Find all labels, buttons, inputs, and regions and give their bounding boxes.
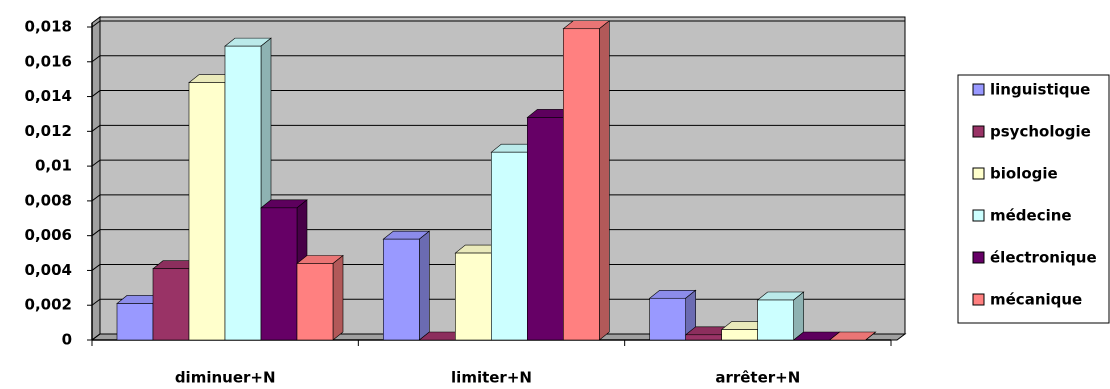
- bar: [563, 28, 600, 341]
- side-wall: [91, 16, 101, 341]
- legend-swatch: [972, 83, 985, 96]
- x-tick-label: limiter+N: [451, 369, 532, 387]
- bar: [757, 299, 794, 341]
- bar-side: [793, 291, 804, 341]
- bar-side: [599, 20, 610, 341]
- y-tick-label: 0,016: [25, 52, 72, 70]
- y-tick-label: 0,018: [25, 18, 72, 36]
- legend-label: mécanique: [990, 291, 1082, 309]
- grid-line: [91, 333, 905, 341]
- y-tick-label: 0,012: [25, 122, 72, 140]
- grid-line: [91, 124, 905, 132]
- y-tick-label: 0,014: [25, 87, 72, 105]
- y-tick-label: 0,008: [25, 191, 72, 209]
- bar-side: [865, 331, 876, 341]
- bar: [527, 117, 564, 341]
- y-tick-label: 0,002: [25, 296, 72, 314]
- legend-box: [957, 74, 1110, 324]
- legend-swatch: [972, 167, 985, 180]
- bar-side: [419, 230, 430, 341]
- legend-label: médecine: [990, 207, 1072, 225]
- x-tick-label: arrêter+N: [715, 369, 800, 387]
- y-tick-label: 0,006: [25, 226, 72, 244]
- bar: [685, 334, 722, 341]
- grid-line: [91, 20, 905, 28]
- bar: [649, 297, 686, 341]
- grid-line: [91, 194, 905, 202]
- y-tick-label: 0,01: [35, 157, 72, 175]
- grid-line: [91, 55, 905, 63]
- y-tick-label: 0: [62, 331, 72, 349]
- grid-line: [91, 229, 905, 237]
- bar: [296, 263, 334, 341]
- bar: [383, 238, 420, 341]
- bar: [260, 207, 298, 341]
- legend-label: biologie: [990, 165, 1058, 183]
- x-tick-label: diminuer+N: [175, 369, 276, 387]
- legend-swatch: [972, 209, 985, 222]
- bar-side: [332, 254, 344, 341]
- legend-label: électronique: [990, 249, 1097, 267]
- bar: [491, 151, 528, 341]
- legend-swatch: [972, 125, 985, 138]
- legend-label: linguistique: [990, 81, 1090, 99]
- bar: [224, 45, 262, 341]
- legend-swatch: [972, 251, 985, 264]
- grid-line: [91, 90, 905, 97]
- legend-label: psychologie: [990, 123, 1091, 141]
- bar: [721, 329, 758, 341]
- grid-line: [91, 263, 905, 271]
- legend-swatch: [972, 293, 985, 306]
- bar: [152, 268, 190, 341]
- bar: [455, 252, 492, 341]
- grid-line: [91, 298, 905, 306]
- y-tick-label: 0,004: [25, 261, 72, 279]
- bar: [188, 82, 226, 341]
- grid-line: [91, 159, 905, 167]
- bar: [116, 303, 154, 341]
